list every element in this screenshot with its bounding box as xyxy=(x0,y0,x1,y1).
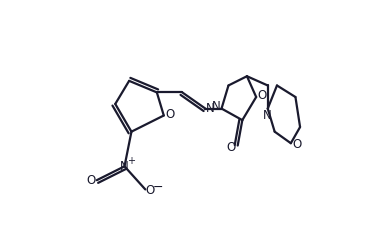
Text: O: O xyxy=(145,184,155,197)
Text: +: + xyxy=(127,156,135,166)
Text: O: O xyxy=(292,138,301,151)
Text: N: N xyxy=(206,102,214,115)
Text: −: − xyxy=(152,181,163,194)
Text: N: N xyxy=(212,100,221,113)
Text: O: O xyxy=(165,108,174,121)
Text: O: O xyxy=(226,141,236,154)
Text: O: O xyxy=(257,89,267,102)
Text: N: N xyxy=(263,109,272,122)
Text: N: N xyxy=(120,160,129,173)
Text: O: O xyxy=(87,174,96,187)
